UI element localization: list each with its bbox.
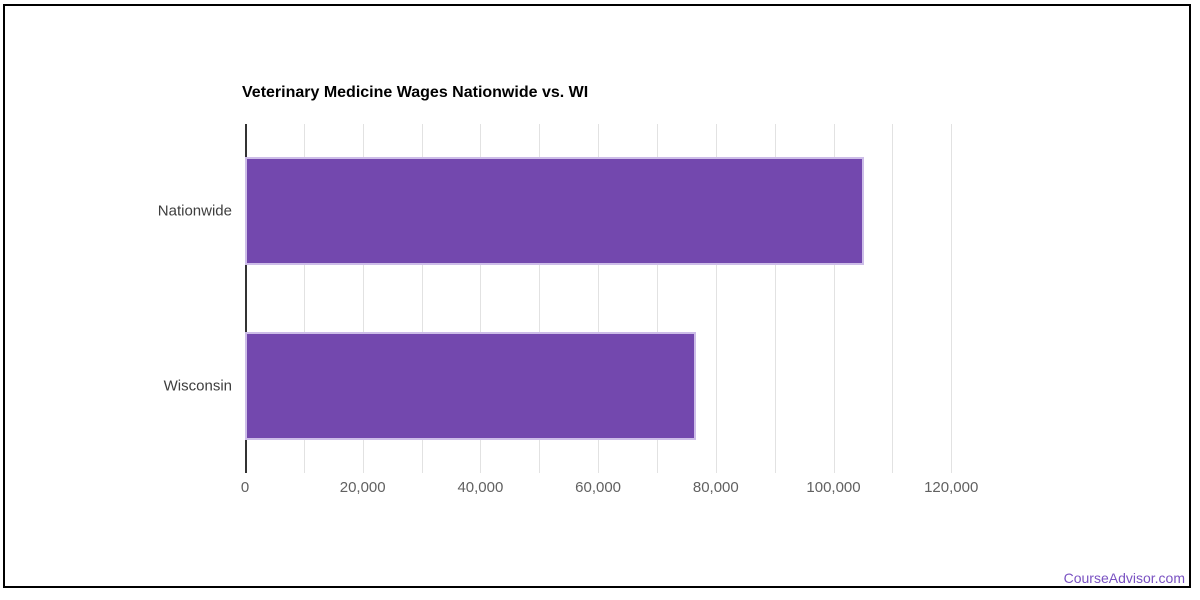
- chart-title: Veterinary Medicine Wages Nationwide vs.…: [242, 84, 589, 101]
- gridline: [833, 124, 835, 473]
- x-tick-label: 120,000: [924, 479, 979, 496]
- x-tick-label: 80,000: [692, 479, 739, 496]
- gridline: [303, 124, 305, 473]
- gridline: [539, 124, 541, 473]
- gridline: [598, 124, 600, 473]
- x-axis-ticks: 0 20,000 40,000 60,000 80,000 100,000 120,000: [241, 479, 1010, 499]
- gridline: [480, 124, 482, 473]
- gridline: [892, 124, 894, 473]
- x-tick-label: 0: [240, 479, 250, 496]
- y-axis-baseline: [245, 124, 247, 473]
- x-tick-label: 60,000: [575, 479, 622, 496]
- plot-area: [245, 124, 1010, 473]
- gridline: [951, 124, 953, 473]
- watermark-link[interactable]: CourseAdvisor.com: [1063, 570, 1185, 586]
- bar-wisconsin[interactable]: [245, 331, 696, 440]
- category-label-wisconsin: Wisconsin: [163, 377, 232, 395]
- x-tick-label: 100,000: [806, 479, 861, 496]
- y-axis-labels: Nationwide Wisconsin: [0, 124, 232, 473]
- gridline: [656, 124, 658, 473]
- gridline: [715, 124, 717, 473]
- gridline: [421, 124, 423, 473]
- gridline: [362, 124, 364, 473]
- category-label-nationwide: Nationwide: [157, 202, 232, 220]
- x-tick-label: 40,000: [457, 479, 504, 496]
- x-tick-label: 20,000: [339, 479, 386, 496]
- gridline: [774, 124, 776, 473]
- bar-nationwide[interactable]: [245, 157, 864, 266]
